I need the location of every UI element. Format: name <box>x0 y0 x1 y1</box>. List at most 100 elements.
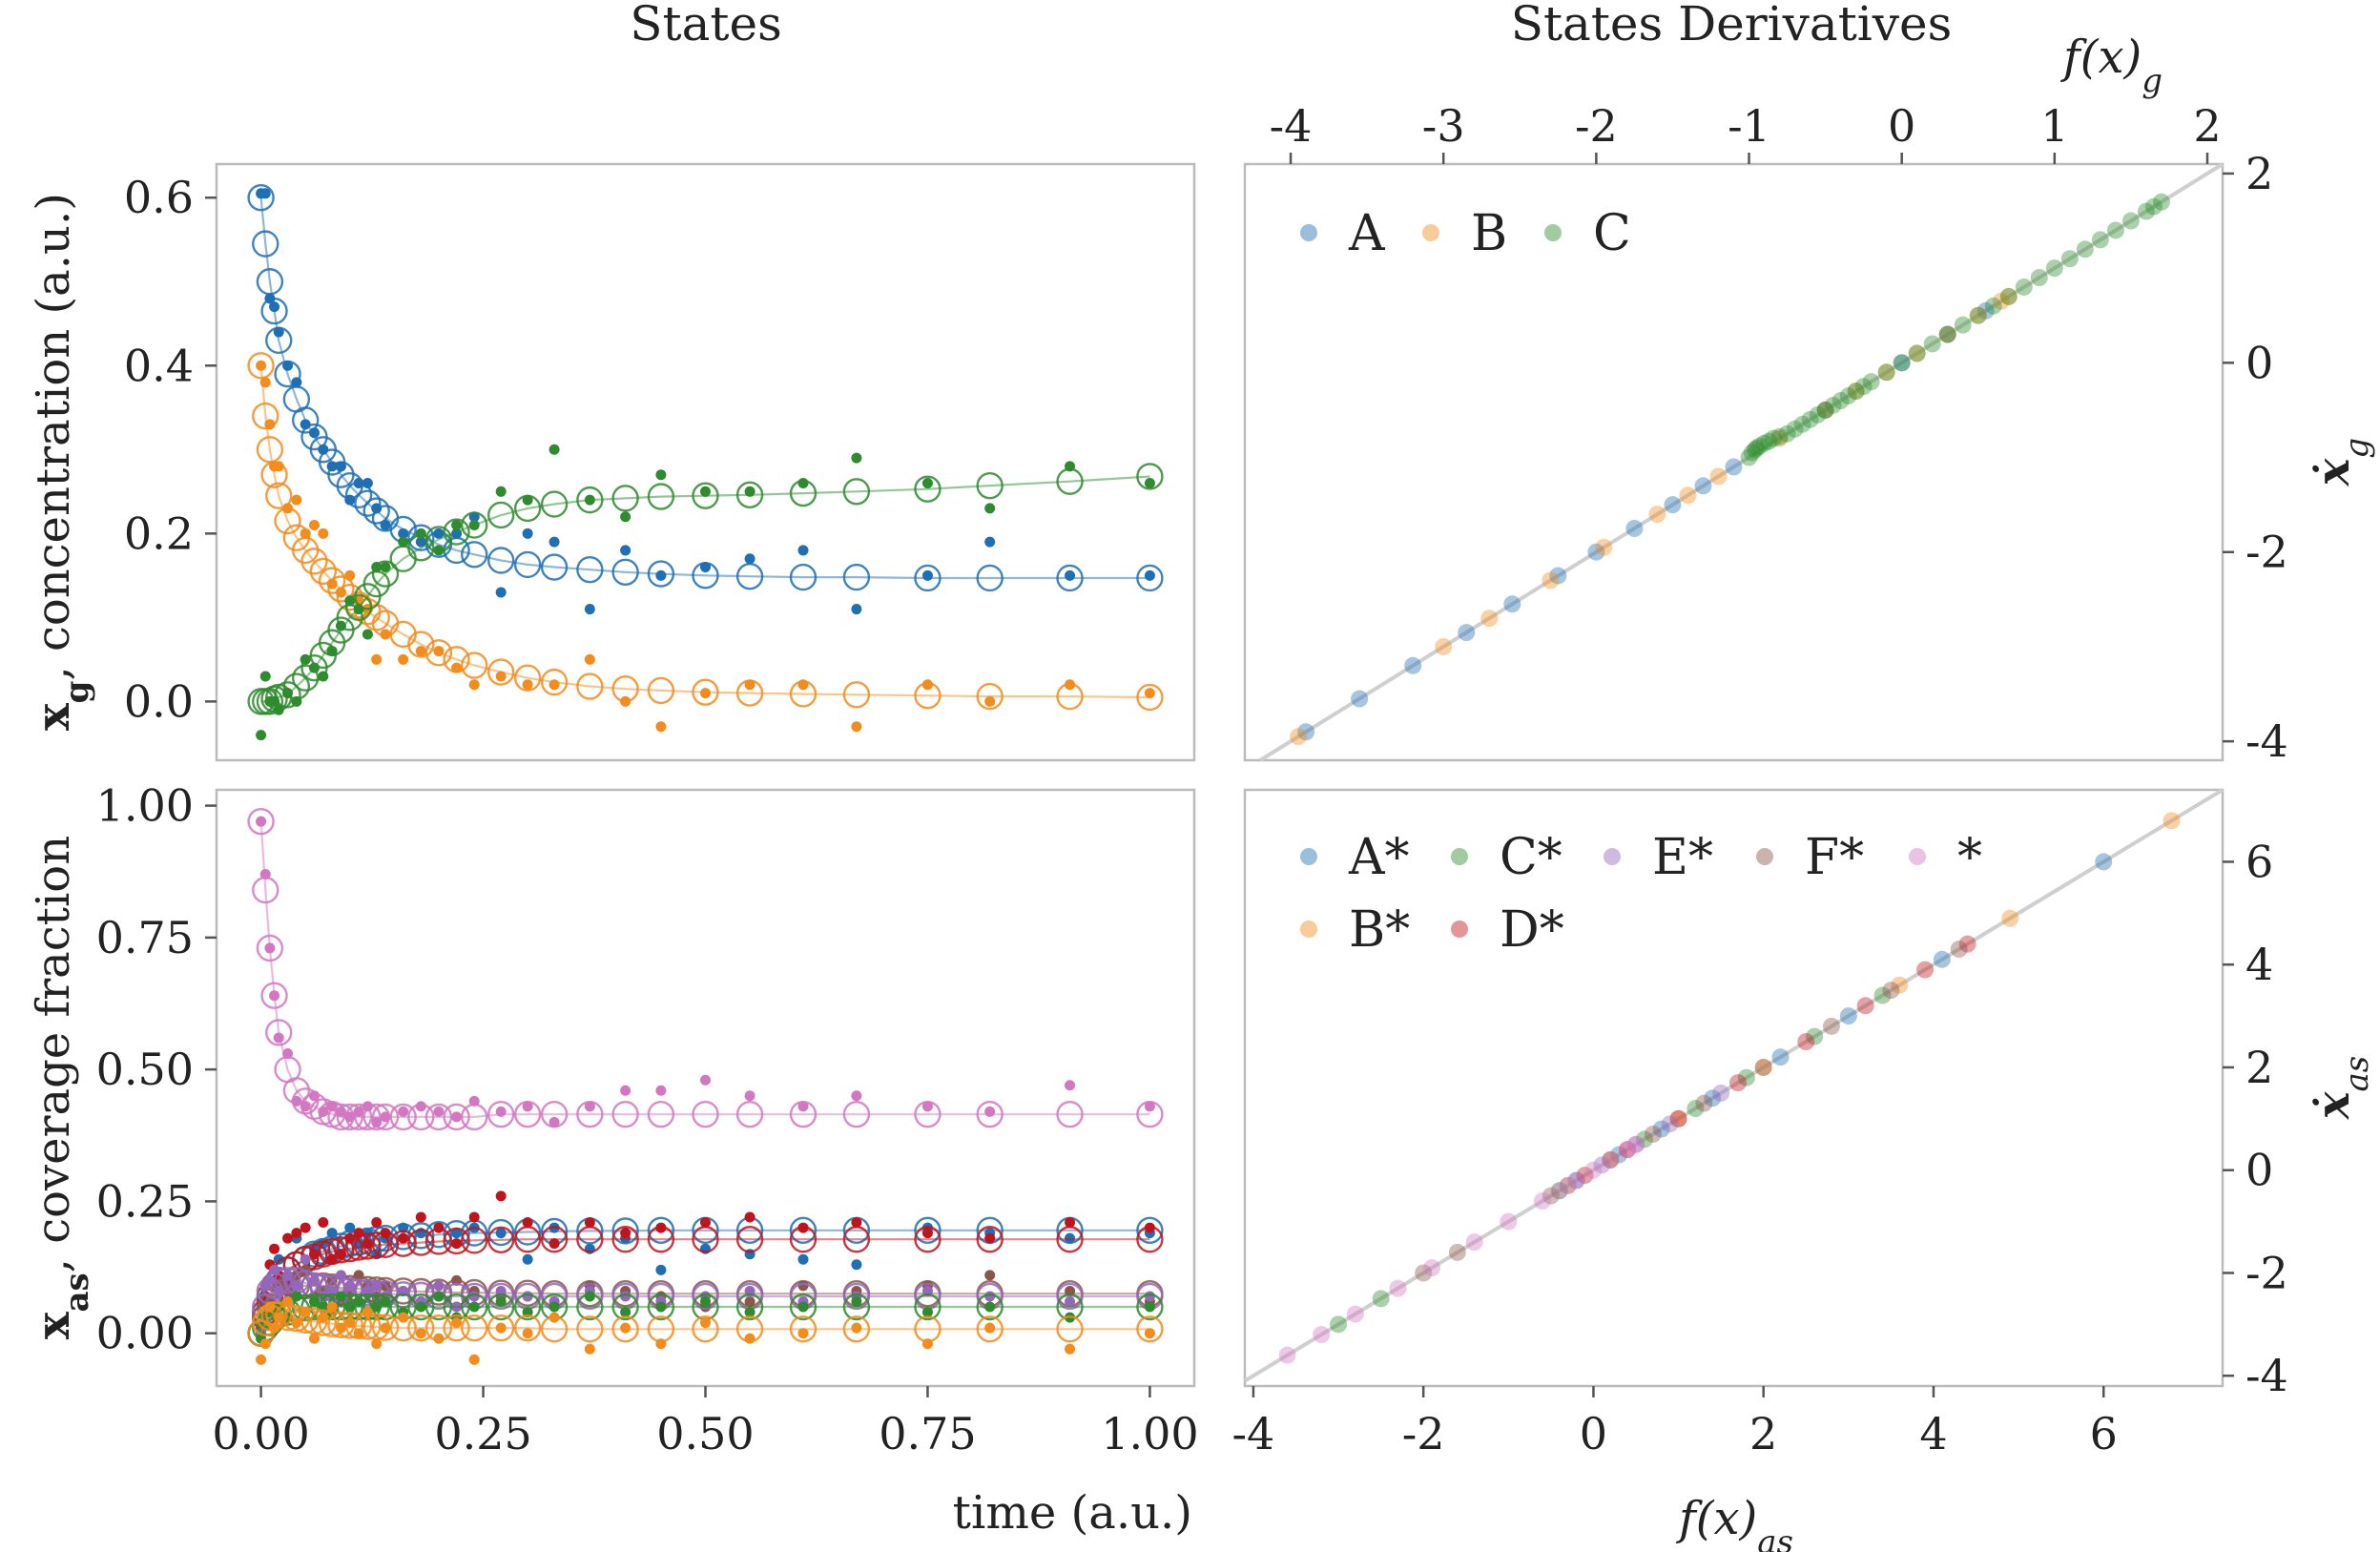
states_adsorbed-series-bstar-model-point <box>486 1314 515 1342</box>
states_adsorbed-series-bstar-model-point <box>371 1314 400 1341</box>
states_gas-series-a-measured-point <box>269 301 280 313</box>
states_gas-series-c-measured-point <box>282 688 294 699</box>
states_adsorbed-series-dstar-measured-point <box>921 1228 933 1239</box>
states_adsorbed-series-cstar-measured-point <box>353 1296 364 1308</box>
states_adsorbed-series-star-measured-point <box>362 1101 373 1112</box>
derivatives_gas-point-c <box>1755 434 1773 452</box>
states-adsorbed-ylabel-sub: as <box>58 1273 96 1312</box>
states_adsorbed-series-cstar-model-point <box>647 1293 675 1321</box>
derivatives_adsorbed-point-bstar <box>1754 1058 1772 1076</box>
derivatives-gas-ylabel: ẋg <box>2307 438 2376 486</box>
derivatives_adsorbed-point-star <box>1627 1135 1645 1153</box>
states_adsorbed-series-star-model-point <box>265 1019 293 1046</box>
states_adsorbed-series-cstar-measured-point <box>371 1301 383 1313</box>
states_adsorbed-series-cstar-model-point <box>513 1293 542 1321</box>
derivatives_gas-point-a <box>1694 477 1712 495</box>
derivatives_adsorbed-point-bstar <box>1891 976 1909 994</box>
states_gas-series-c-measured-point <box>273 704 284 715</box>
derivatives-title: States Derivatives <box>1511 0 1953 52</box>
states_adsorbed-series-dstar-measured-point <box>620 1228 631 1239</box>
states_adsorbed-series-astar-measured-point <box>451 1228 463 1239</box>
derivatives_gas-point-c <box>1969 306 1987 324</box>
derivatives_adsorbed-point-star <box>1278 1346 1296 1364</box>
derivatives_adsorbed-point-star <box>1313 1326 1331 1344</box>
states_adsorbed-series-star-measured-point <box>415 1101 426 1112</box>
states_gas-series-b-model-point <box>327 575 355 603</box>
states_adsorbed-series-star-measured-point <box>291 1095 302 1107</box>
derivatives_adsorbed-point-star <box>1567 1171 1585 1190</box>
states_gas-series-a-measured-point <box>326 461 338 472</box>
states_gas-series-b-measured-point <box>291 494 302 506</box>
derivatives_gas-point-c <box>1954 316 1972 334</box>
derivatives_adsorbed-point-star <box>1619 1141 1637 1159</box>
derivatives_gas-point-c <box>1893 354 1911 372</box>
states_adsorbed-series-dstar-model-point <box>327 1236 355 1264</box>
states_adsorbed-series-dstar-model-point <box>914 1226 942 1253</box>
states_gas-series-a-measured-point <box>851 604 862 615</box>
derivatives_adsorbed-point-estar <box>1627 1135 1645 1153</box>
derivatives_gas-point-b <box>1816 401 1834 419</box>
states_adsorbed-series-bstar-model-point <box>513 1314 542 1342</box>
derivatives_gas-identity-line <box>1258 162 2225 762</box>
derivatives_adsorbed-point-cstar <box>1873 986 1892 1004</box>
states_gas-series-a-measured-point <box>744 553 755 565</box>
derivatives_gas-xtick-label: 2 <box>2193 100 2221 152</box>
derivatives_adsorbed-ytick-label: 6 <box>2245 836 2273 887</box>
states_gas-series-b-measured-point <box>797 679 809 691</box>
states_adsorbed-series-estar-model-point <box>842 1282 871 1311</box>
states_gas-series-b-measured-point <box>259 377 271 388</box>
derivatives_adsorbed-point-dstar <box>1958 935 1976 953</box>
states_gas-series-a-model-point <box>576 555 604 584</box>
derivatives_adsorbed-point-star <box>1500 1212 1518 1231</box>
states_adsorbed-series-dstar-measured-point <box>300 1222 311 1233</box>
states_gas-series-b-measured-point <box>309 520 320 531</box>
states_gas-series-b-measured-point <box>620 695 631 707</box>
states_adsorbed-series-estar-measured-point <box>984 1291 996 1302</box>
states_gas-series-c-measured-point <box>744 486 755 497</box>
states_adsorbed-series-dstar-measured-point <box>451 1238 463 1250</box>
states-gas-frame <box>215 162 1196 762</box>
derivatives_adsorbed-point-star <box>1550 1182 1568 1200</box>
states_gas-series-a-measured-point <box>273 326 284 338</box>
states_adsorbed-series-dstar-measured-point <box>744 1211 755 1223</box>
derivatives_adsorbed-ytick-label: 2 <box>2245 1042 2273 1093</box>
states_gas-series-b-measured-point <box>282 503 294 514</box>
states_adsorbed-series-estar-model-point <box>692 1282 719 1311</box>
states_gas-series-a-model-point <box>362 497 390 525</box>
states_gas-ytick-label: 0.4 <box>124 340 194 391</box>
states_gas-series-c-model-point <box>976 471 1004 500</box>
states_adsorbed-series-cstar-measured-point <box>335 1291 346 1302</box>
derivatives_gas-point-a <box>1297 723 1315 741</box>
derivatives_gas-point-b <box>1709 467 1728 486</box>
states_adsorbed-series-cstar-measured-point <box>1144 1301 1155 1313</box>
states_adsorbed-series-star-model-point <box>842 1100 871 1128</box>
legend-label-a: A <box>1348 205 1386 262</box>
derivatives_gas-point-c <box>1847 383 1865 401</box>
states_adsorbed-series-star-measured-point <box>353 1106 364 1117</box>
derivatives_gas-point-c <box>1801 410 1819 428</box>
derivatives_adsorbed-ytick-label: -4 <box>2245 1350 2288 1401</box>
states_adsorbed-series-bstar-model-point <box>842 1315 871 1343</box>
states_gas-series-b-measured-point <box>433 646 445 657</box>
derivatives_adsorbed-xtick-label: 6 <box>2090 1408 2118 1459</box>
derivatives_gas-point-c <box>1839 387 1857 405</box>
derivatives_adsorbed-point-fstar <box>1415 1264 1433 1282</box>
states_gas-series-a-model-point <box>976 564 1004 592</box>
states_gas-series-a-measured-point <box>700 562 711 573</box>
derivatives_gas-xtick-label: -2 <box>1575 100 1618 152</box>
derivatives-adsorbed-panel: -4 -2 0 2 4 6 -4 -2 0 2 4 6 A* C* E* F* * B* D* <box>1232 788 2288 1459</box>
derivatives_adsorbed-point-cstar <box>1687 1100 1705 1118</box>
states_gas-series-b-measured-point <box>655 721 667 733</box>
states_adsorbed-series-dstar-measured-point <box>433 1222 445 1233</box>
states_adsorbed-series-star-model-point <box>260 982 288 1009</box>
states_adsorbed-series-cstar-model-line <box>259 1305 1150 1335</box>
states_gas-series-a-model-point <box>354 489 382 517</box>
states_adsorbed-series-bstar-model-point <box>252 1309 279 1336</box>
states_adsorbed-series-cstar-measured-point <box>344 1301 356 1313</box>
states_adsorbed-series-estar-model-point <box>318 1274 346 1302</box>
states_adsorbed-series-astar-model-point <box>1136 1216 1164 1245</box>
states_adsorbed-series-star-model-point <box>443 1103 470 1131</box>
states_gas-series-b-measured-point <box>273 461 284 472</box>
states_gas-series-c-measured-point <box>700 486 711 497</box>
